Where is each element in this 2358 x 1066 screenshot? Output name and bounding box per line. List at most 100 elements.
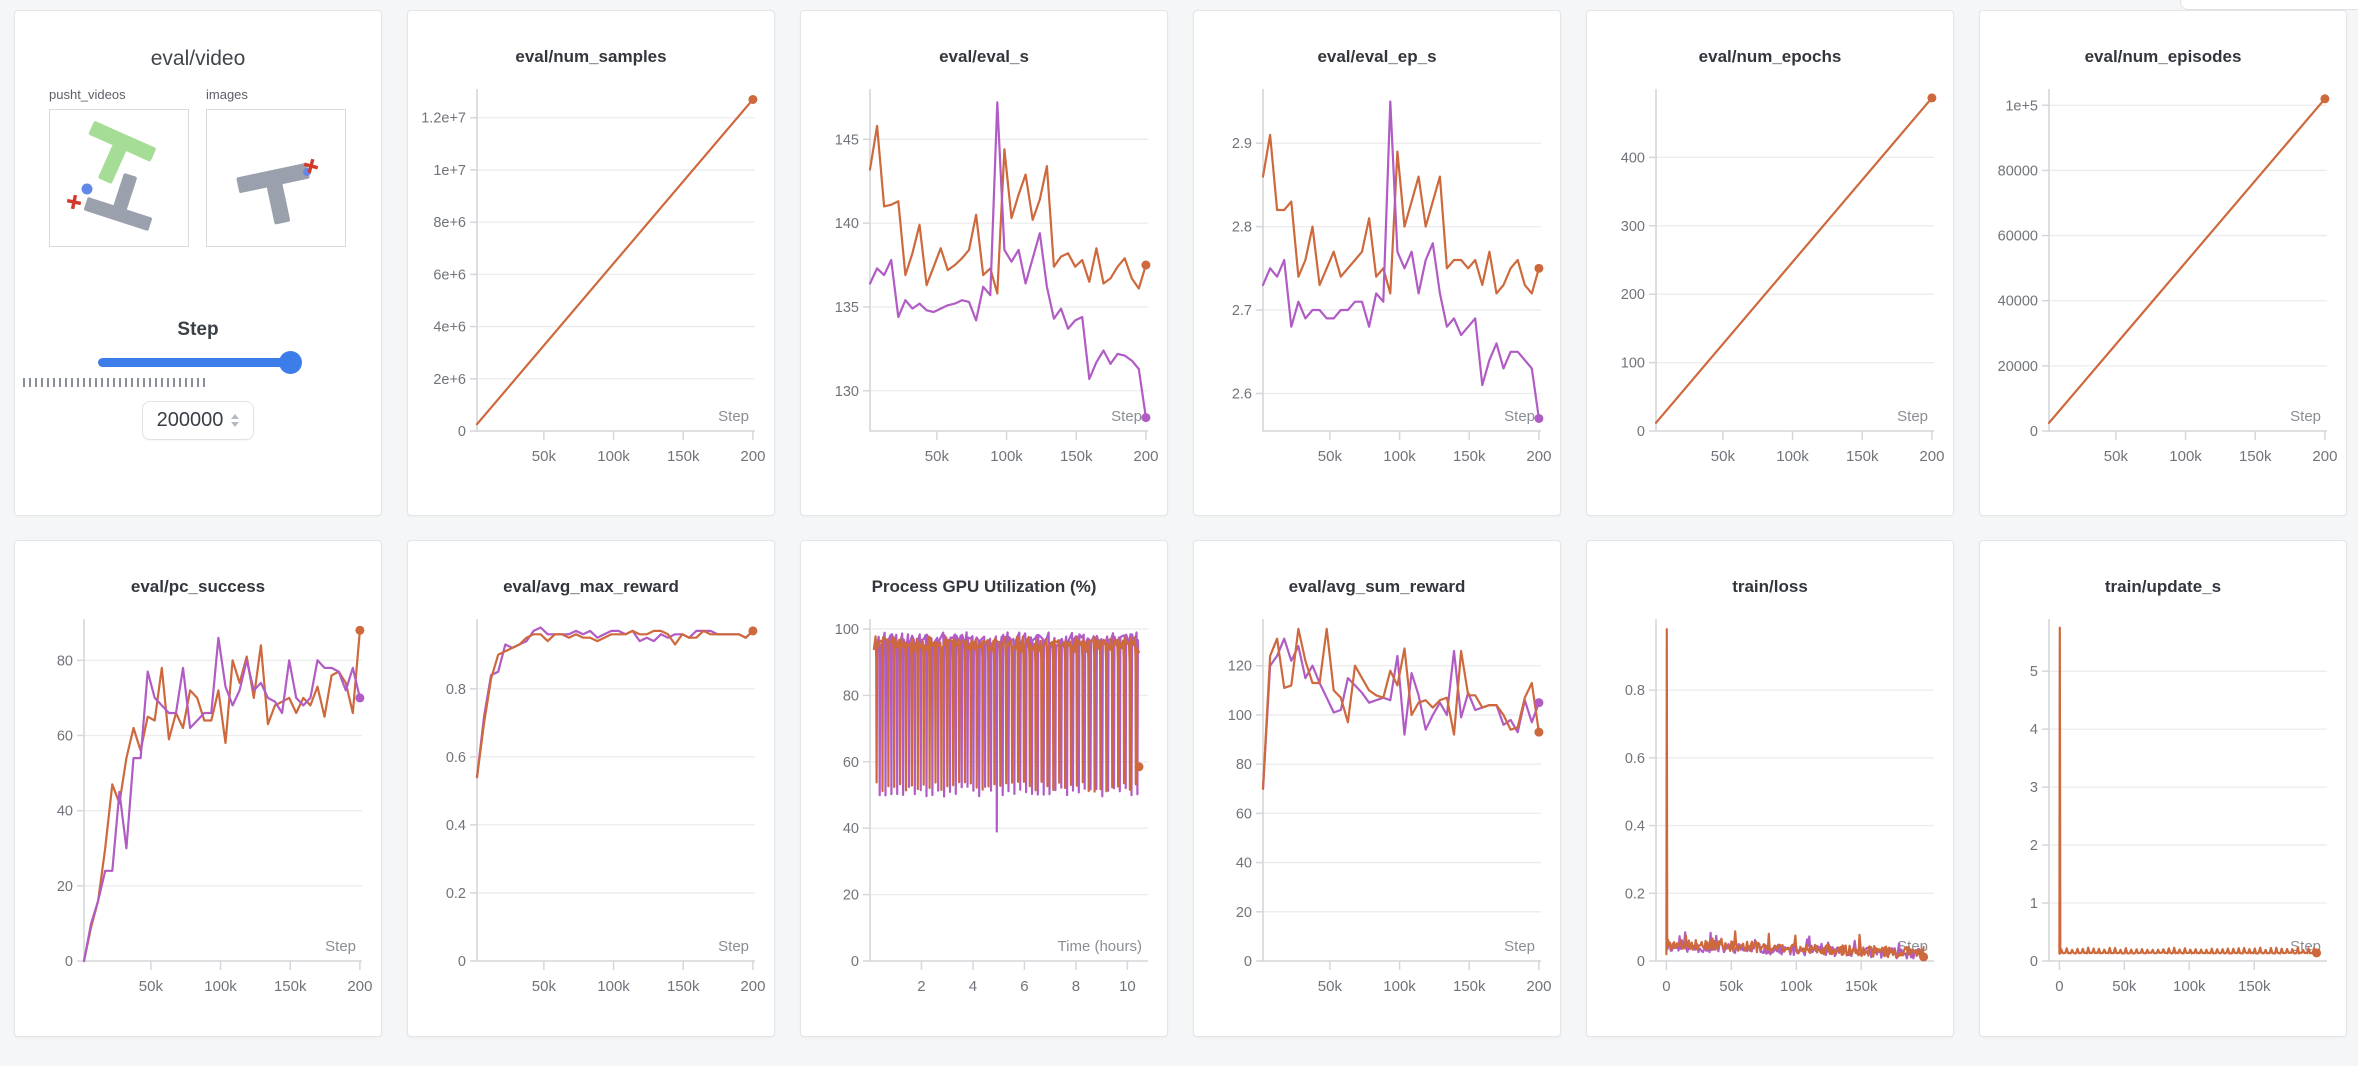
- x-tick-label: 50k: [2104, 448, 2129, 465]
- y-tick-label: 1e+7: [433, 163, 466, 179]
- x-tick-label: 10: [1119, 978, 1136, 995]
- stepper-arrows[interactable]: [231, 414, 240, 427]
- x-tick-label: 150k: [274, 978, 307, 995]
- series-line-orange: [1261, 133, 1540, 295]
- endpoint-marker-orange: [355, 625, 365, 635]
- y-tick-label: 5: [2030, 664, 2038, 680]
- endpoint-marker-orange: [1919, 952, 1929, 962]
- chart-title: train/loss: [1732, 577, 1808, 596]
- series-line-orange: [868, 124, 1147, 295]
- chart-canvas-eval-num-episodes[interactable]: 0 20000 40000 60000 80000 1e+5 50k 100k 150k 200 S…: [1987, 77, 2339, 481]
- chart-canvas-eval-num-epochs[interactable]: 0 100 200 300 400 50k 100k 150k 200 Step: [1594, 77, 1946, 481]
- media-label: images: [206, 87, 248, 102]
- y-tick-label: 100: [1621, 356, 1645, 372]
- chart-canvas-eval-pc-success[interactable]: 0 20 40 60 80 50k 100k 150k 200 Step: [22, 607, 374, 1011]
- y-tick-label: 3: [2030, 780, 2038, 796]
- y-tick-label: 0.4: [446, 818, 466, 834]
- y-tick-label: 80: [1236, 757, 1252, 773]
- y-tick-label: 20000: [1998, 359, 2038, 375]
- y-tick-label: 140: [835, 216, 859, 232]
- step-increment-icon[interactable]: [231, 414, 240, 419]
- chart-title: eval/eval_ep_s: [1317, 47, 1437, 66]
- series-line-orange: [2058, 626, 2318, 955]
- x-tick-label: 200: [1526, 978, 1551, 995]
- axes: [2048, 619, 2327, 962]
- series-line-orange: [475, 629, 754, 779]
- y-tick-label: 0: [1637, 954, 1645, 970]
- x-tick-label: 150k: [1845, 978, 1878, 995]
- x-tick-label: 50k: [139, 978, 164, 995]
- y-tick-label: 20: [843, 888, 859, 904]
- chart-canvas-eval-eval-ep-s[interactable]: 2.6 2.7 2.8 2.9 50k 100k 150k 200 Step: [1201, 77, 1553, 481]
- x-tick-label: 150k: [1453, 978, 1486, 995]
- x-tick-label: 150k: [2238, 978, 2271, 995]
- y-tick-label: 0: [2030, 424, 2038, 440]
- step-slider-label: Step: [177, 319, 219, 340]
- step-decrement-icon[interactable]: [231, 422, 240, 427]
- chart-title: Process GPU Utilization (%): [871, 577, 1097, 596]
- pusht-video-thumbnail[interactable]: [49, 109, 189, 247]
- series-line-orange: [1654, 96, 1933, 424]
- slider-track[interactable]: [98, 358, 298, 367]
- x-tick-label: 6: [1020, 978, 1028, 995]
- x-tick-label: 50k: [1318, 448, 1343, 465]
- y-tick-label: 400: [1621, 150, 1645, 166]
- step-slider[interactable]: [98, 351, 302, 377]
- y-tick-label: 60: [843, 755, 859, 771]
- chart-canvas-eval-avg-sum-reward[interactable]: 0 20 40 60 80 100 120 50k 100k 150k 200 Step: [1201, 607, 1553, 1011]
- axes: [2048, 89, 2327, 432]
- panel-eval-video: eval/video pusht_videos: [14, 10, 382, 516]
- endpoint-marker-purple: [1141, 413, 1151, 423]
- y-tick-label: 40: [57, 804, 73, 820]
- y-tick-label: 120: [1228, 659, 1252, 675]
- x-axis-label: Step: [1897, 408, 1928, 425]
- panel-eval-eval-s: eval/eval_s 130 135 140 145 50k 100k 150k 200 St…: [800, 10, 1168, 516]
- endpoint-marker-orange: [748, 94, 758, 104]
- x-tick-label: 50k: [1711, 448, 1736, 465]
- panel-eval-eval-ep-s: eval/eval_ep_s 2.6 2.7 2.8 2.9 50k 100k 150k 20…: [1193, 10, 1561, 516]
- x-tick-label: 100k: [2169, 448, 2202, 465]
- y-tick-label: 40: [1236, 856, 1252, 872]
- y-tick-label: 145: [835, 132, 859, 148]
- endpoint-marker-orange: [2312, 948, 2322, 958]
- chart-canvas-gpu-utilization[interactable]: 0 20 40 60 80 100 2 4 6 8 10 Time (hours): [808, 607, 1160, 1011]
- x-tick-label: 4: [969, 978, 977, 995]
- x-tick-label: 150k: [667, 978, 700, 995]
- y-tick-label: 80: [57, 653, 73, 669]
- chart-canvas-eval-avg-max-reward[interactable]: 0 0.2 0.4 0.6 0.8 50k 100k 150k 200 Step: [415, 607, 767, 1011]
- x-tick-label: 100k: [1776, 448, 1809, 465]
- x-axis-label: Step: [718, 408, 749, 425]
- axes: [476, 89, 755, 432]
- x-axis-label: Step: [718, 938, 749, 955]
- x-tick-label: 2: [917, 978, 925, 995]
- x-tick-label: 50k: [1318, 978, 1343, 995]
- y-tick-label: 60: [57, 729, 73, 745]
- endpoint-marker-orange: [748, 626, 758, 636]
- y-tick-label: 40: [843, 821, 859, 837]
- y-tick-label: 100: [1228, 708, 1252, 724]
- panel-eval-avg-max-reward: eval/avg_max_reward 0 0.2 0.4 0.6 0.8 50k 100k…: [407, 540, 775, 1037]
- series-line-purple: [875, 631, 1140, 833]
- panel-eval-num-episodes: eval/num_episodes 0 20000 40000 60000 80000 1…: [1979, 10, 2347, 516]
- endpoint-marker-orange: [1141, 260, 1151, 270]
- pusht-image-thumbnail[interactable]: [206, 109, 346, 247]
- y-tick-label: 0: [1244, 954, 1252, 970]
- step-input-value[interactable]: 200000: [156, 409, 224, 431]
- series-line-purple: [475, 626, 754, 779]
- y-tick-label: 1e+5: [2005, 98, 2038, 114]
- panel-train-update-s: train/update_s 0 1 2 3 4 5 0 50k 100k 150k Step: [1979, 540, 2347, 1037]
- slider-thumb[interactable]: [279, 351, 302, 374]
- chart-canvas-eval-num-samples[interactable]: 0 2e+6 4e+6 6e+6 8e+6 1e+7 1.2e+7 50k 100k 150k 20…: [415, 77, 767, 481]
- series-line-orange: [1665, 628, 1925, 960]
- y-tick-label: 300: [1621, 219, 1645, 235]
- chart-canvas-eval-eval-s[interactable]: 130 135 140 145 50k 100k 150k 200 Step: [808, 77, 1160, 481]
- y-tick-label: 0.6: [1625, 751, 1645, 767]
- x-axis-label: Time (hours): [1058, 938, 1142, 955]
- step-input[interactable]: 200000: [141, 401, 255, 440]
- y-tick-label: 2.6: [1232, 386, 1252, 402]
- x-axis-label: Step: [1504, 938, 1535, 955]
- chart-title: eval/num_episodes: [2084, 47, 2242, 66]
- x-tick-label: 100k: [1383, 448, 1416, 465]
